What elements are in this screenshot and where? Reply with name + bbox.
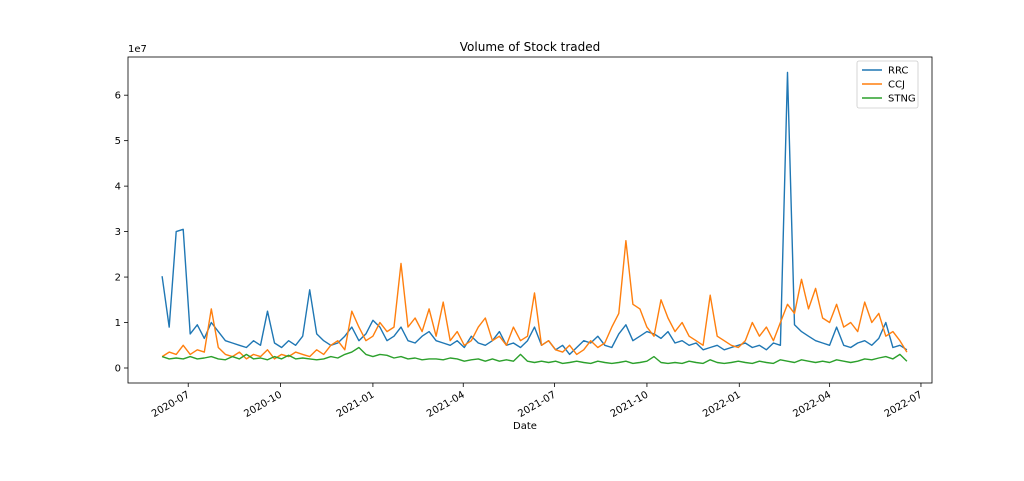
x-tick-label: 2021-10 [609, 390, 651, 420]
series-layer [161, 71, 908, 365]
legend: RRC CCJ STNG [856, 60, 919, 109]
y-axis: 0 1 2 3 4 5 6 [115, 91, 128, 374]
legend-label: STNG [888, 94, 916, 105]
y-tick-label: 6 [115, 91, 121, 102]
y-tick-label: 5 [115, 136, 121, 147]
x-axis: 2020-07 2020-10 2021-01 2021-04 2021-07 2021-… [150, 383, 924, 420]
y-tick-label: 4 [115, 182, 121, 193]
chart-title: Volume of Stock traded [460, 40, 600, 54]
x-axis-label: Date [513, 421, 537, 432]
legend-label: CCJ [888, 80, 905, 91]
x-tick-label: 2021-07 [516, 390, 558, 420]
x-tick-label: 2022-01 [701, 390, 743, 420]
series-line-stng [161, 346, 908, 365]
legend-box [856, 60, 919, 109]
y-tick-label: 2 [115, 273, 121, 284]
y-offset-label: 1e7 [128, 44, 147, 55]
series-line-rrc [161, 71, 908, 356]
y-tick-label: 0 [115, 363, 121, 374]
x-tick-label: 2020-10 [242, 390, 284, 420]
x-tick-label: 2021-01 [335, 390, 377, 420]
x-tick-label: 2020-07 [150, 390, 192, 420]
plot-frame [127, 56, 933, 384]
x-tick-label: 2021-04 [425, 390, 467, 420]
y-tick-label: 3 [115, 227, 121, 238]
x-tick-label: 2022-04 [791, 390, 833, 420]
y-tick-label: 1 [115, 318, 121, 329]
legend-label: RRC [888, 66, 908, 77]
x-tick-label: 2022-07 [883, 390, 925, 420]
